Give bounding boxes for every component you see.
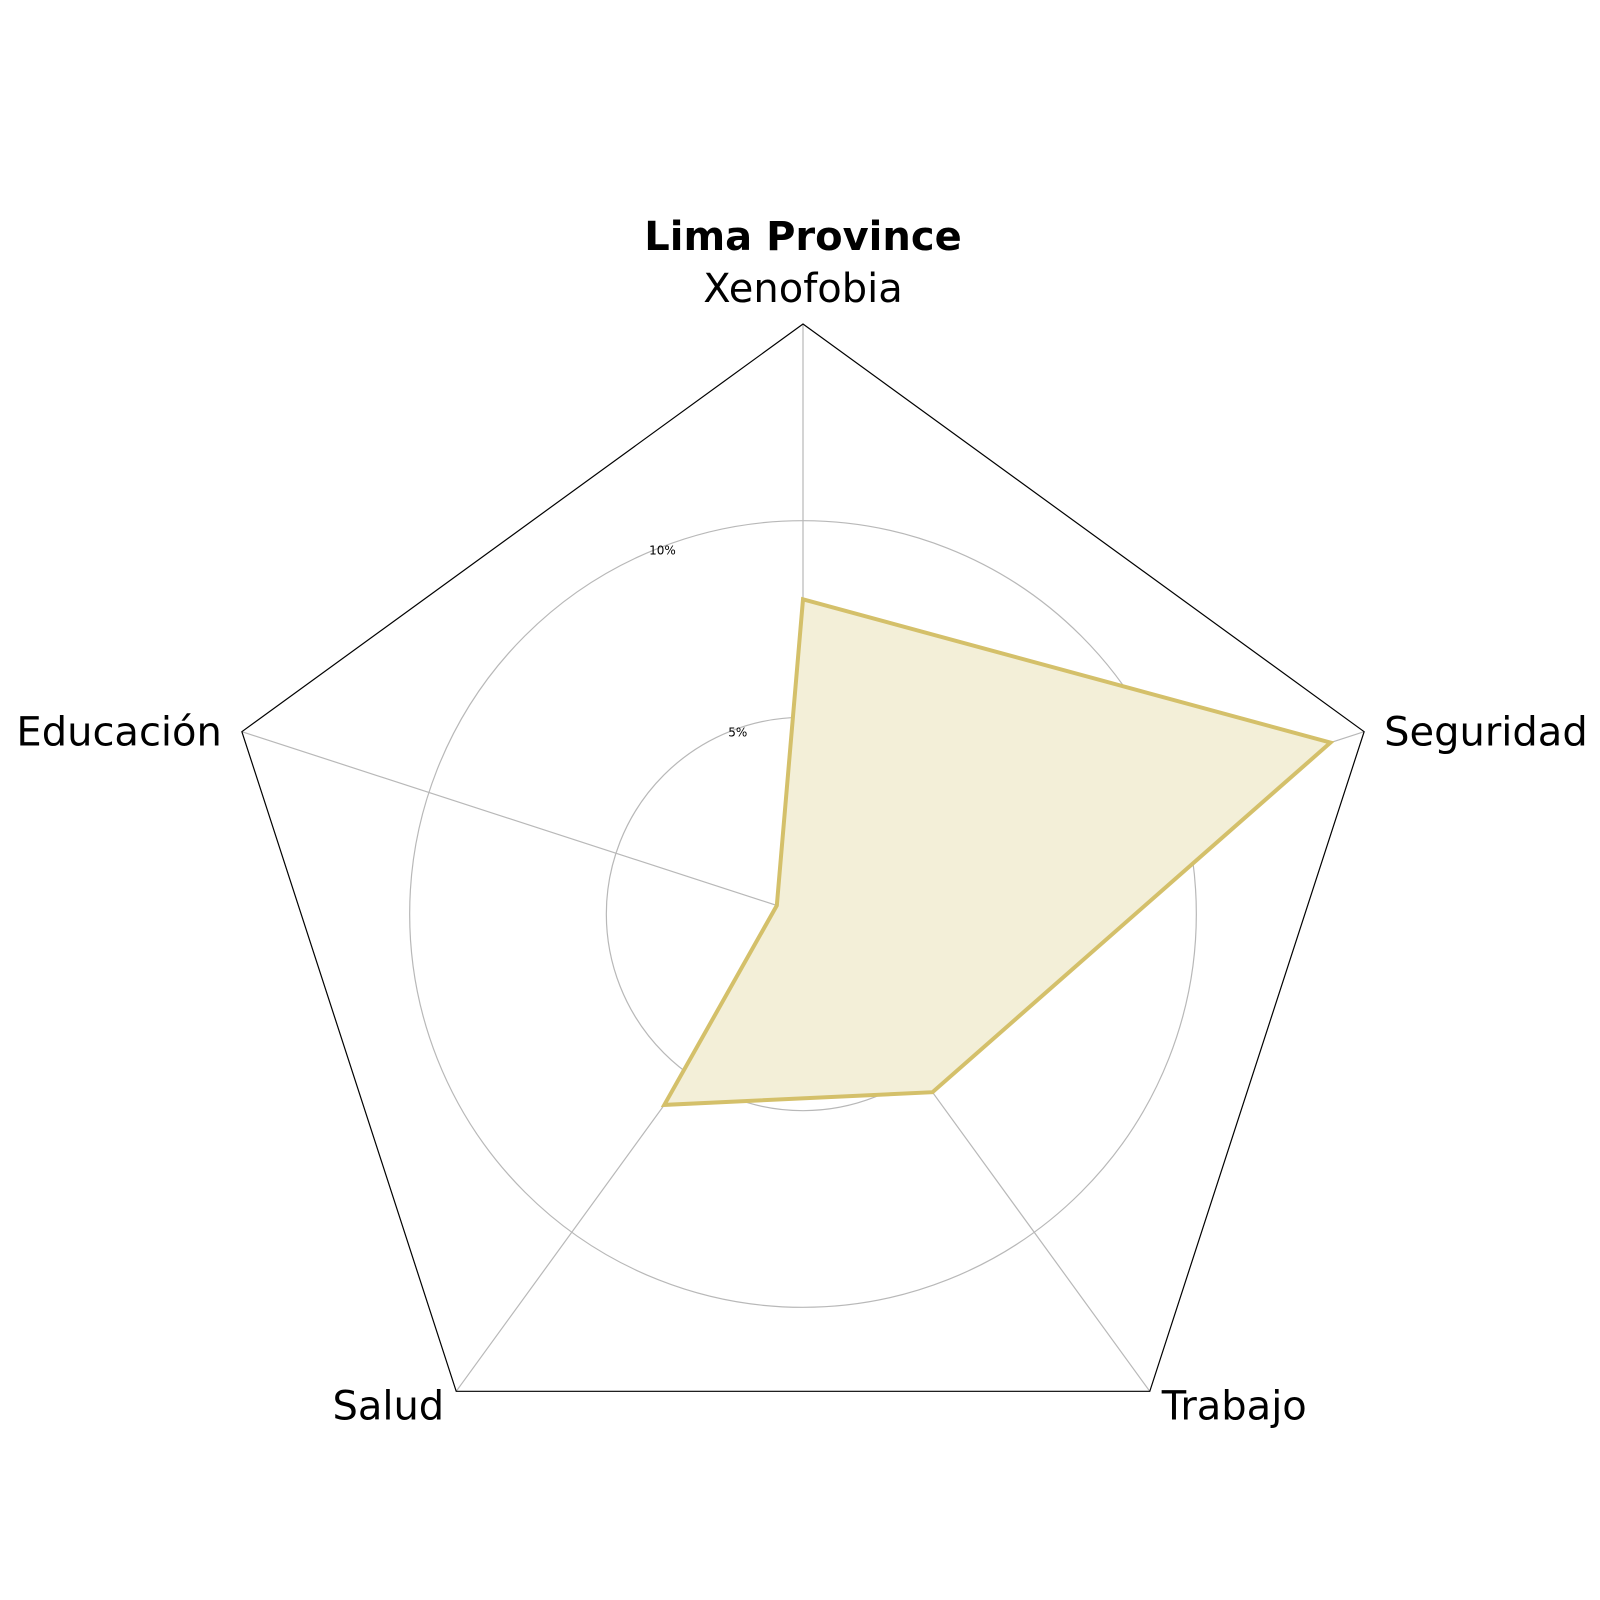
label-layer: 5% 10% Xenofobia Seguridad Trabajo Salud Educa… (16, 266, 1587, 1429)
series-area (664, 599, 1331, 1105)
radial-tick-label: 10% (649, 544, 676, 558)
radial-tick-label: 5% (728, 725, 747, 739)
category-label: Xenofobia (703, 266, 903, 312)
spoke-line (241, 731, 804, 915)
category-label: Educación (16, 710, 221, 756)
category-label: Trabajo (1161, 1383, 1307, 1429)
chart-title: Lima Province (644, 214, 961, 260)
series-line (660, 596, 1335, 1108)
category-label: Seguridad (1384, 710, 1588, 756)
category-label: Salud (332, 1383, 444, 1429)
radar-frame (241, 323, 1365, 1392)
series-layer (660, 596, 1335, 1108)
